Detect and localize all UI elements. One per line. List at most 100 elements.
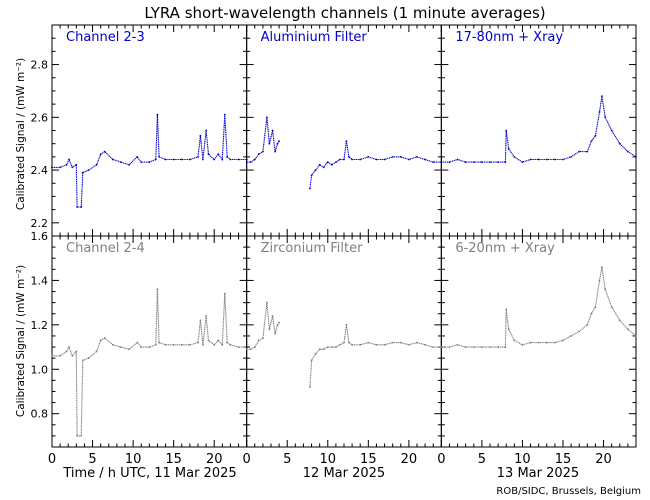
data-point [217, 339, 220, 342]
data-point [383, 343, 386, 346]
data-point [351, 158, 353, 161]
data-point [408, 343, 410, 346]
x-tick-label: 5 [478, 452, 486, 467]
data-point [481, 346, 483, 348]
x-tick-label: 20 [401, 452, 418, 467]
data-point [440, 161, 443, 164]
data-point [229, 343, 232, 346]
data-point [180, 158, 183, 161]
data-point [172, 158, 175, 161]
y-tick-label: 2.2 [31, 217, 49, 230]
x-tick-label: 10 [320, 452, 337, 467]
data-point [148, 161, 151, 164]
panel-label: Channel 2-3 [66, 30, 145, 45]
data-point [464, 161, 467, 164]
data-point [586, 323, 589, 326]
x-tick-label: 0 [48, 452, 56, 467]
data-point [391, 156, 394, 158]
data-point [271, 315, 274, 317]
data-point [464, 346, 467, 348]
data-point [326, 161, 329, 164]
data-point [472, 346, 475, 348]
credit-text: ROB/SIDC, Brussels, Belgium [496, 486, 641, 497]
data-point [448, 346, 451, 348]
data-point [339, 158, 341, 161]
data-point [408, 158, 410, 161]
y-tick-label: 1.2 [31, 319, 49, 332]
data-point [601, 95, 603, 98]
series-line [309, 141, 442, 189]
x-tick-label: 5 [283, 452, 291, 467]
data-point [310, 174, 313, 177]
data-point [375, 343, 378, 346]
data-point [136, 156, 139, 158]
day-label-13-mar: 13 Mar 2025 [497, 466, 579, 481]
data-point [604, 288, 607, 291]
data-point [627, 150, 629, 153]
data-point [213, 158, 216, 161]
data-point [87, 357, 90, 360]
data-point [213, 343, 216, 346]
series-line [246, 302, 280, 350]
data-point [578, 330, 581, 333]
data-point [95, 350, 98, 353]
data-point [226, 341, 229, 344]
data-point [507, 328, 510, 331]
data-point [432, 346, 435, 348]
data-point [545, 158, 548, 161]
series-line [246, 117, 280, 163]
data-point [399, 341, 402, 344]
data-point [570, 156, 572, 158]
data-point [322, 348, 325, 351]
data-point [448, 161, 451, 164]
data-point [271, 129, 274, 132]
data-point [505, 129, 508, 132]
data-point [318, 163, 321, 166]
data-point [537, 158, 540, 161]
x-tick-label: 20 [595, 452, 612, 467]
data-point [375, 158, 378, 161]
data-point [456, 343, 459, 346]
data-point [245, 348, 248, 351]
data-point [71, 166, 74, 169]
data-point [71, 355, 74, 357]
data-point [594, 134, 597, 137]
data-point [154, 158, 157, 161]
data-point [601, 266, 603, 268]
plot-area: Channel 2-3 Aluminium Filter 17-80nm + Xra… [31, 24, 637, 467]
panel-frame [440, 235, 637, 448]
data-point [604, 116, 607, 119]
data-point [399, 156, 402, 158]
data-point [335, 346, 337, 348]
data-point [87, 169, 90, 172]
data-point [229, 158, 232, 161]
data-point [158, 156, 161, 158]
panel-label: Aluminium Filter [261, 30, 368, 45]
data-point [257, 339, 260, 342]
data-point [590, 140, 593, 143]
data-point [148, 346, 151, 348]
data-point [537, 341, 540, 344]
x-tick-label: 10 [514, 452, 531, 467]
y-tick-label: 2.8 [31, 59, 49, 72]
data-point [164, 158, 167, 161]
data-point [111, 158, 114, 161]
data-point [598, 279, 601, 282]
data-point [570, 335, 572, 337]
data-point [335, 161, 337, 164]
data-point [424, 343, 426, 346]
data-point [80, 435, 83, 437]
data-point [504, 346, 507, 348]
data-point [383, 158, 386, 161]
x-tick-label: 15 [165, 452, 182, 467]
data-point [314, 352, 317, 355]
data-point [529, 341, 532, 344]
data-point [545, 341, 548, 344]
data-point [505, 308, 508, 311]
data-point [197, 341, 199, 344]
x-tick-label: 0 [437, 452, 445, 467]
y-tick-label: 1.0 [31, 363, 49, 376]
data-point [65, 163, 68, 166]
data-point [189, 343, 191, 346]
